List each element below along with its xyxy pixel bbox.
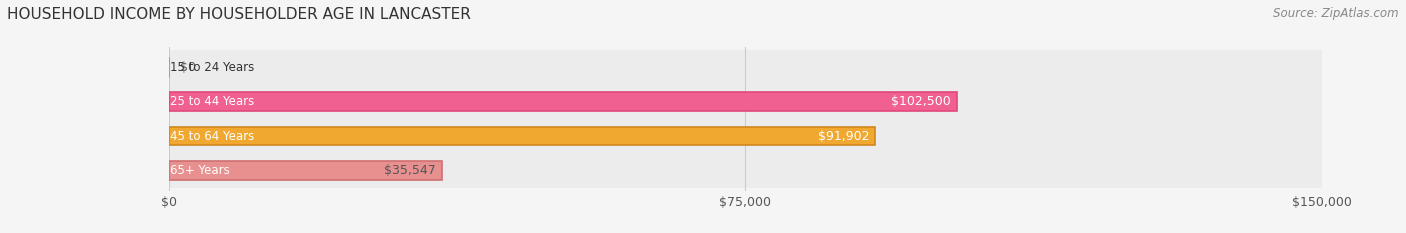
Bar: [169, 50, 1322, 84]
Bar: [169, 153, 1322, 188]
Bar: [169, 127, 875, 145]
Text: 45 to 64 Years: 45 to 64 Years: [170, 130, 254, 143]
Bar: [169, 119, 1322, 153]
Text: $0: $0: [180, 61, 197, 74]
Text: 65+ Years: 65+ Years: [170, 164, 229, 177]
Text: HOUSEHOLD INCOME BY HOUSEHOLDER AGE IN LANCASTER: HOUSEHOLD INCOME BY HOUSEHOLDER AGE IN L…: [7, 7, 471, 22]
Bar: [169, 161, 441, 180]
Text: $102,500: $102,500: [891, 95, 950, 108]
Text: $35,547: $35,547: [384, 164, 436, 177]
Text: $91,902: $91,902: [818, 130, 869, 143]
Bar: [169, 92, 956, 111]
Text: Source: ZipAtlas.com: Source: ZipAtlas.com: [1274, 7, 1399, 20]
Bar: [169, 84, 1322, 119]
Text: 15 to 24 Years: 15 to 24 Years: [170, 61, 254, 74]
Text: 25 to 44 Years: 25 to 44 Years: [170, 95, 254, 108]
